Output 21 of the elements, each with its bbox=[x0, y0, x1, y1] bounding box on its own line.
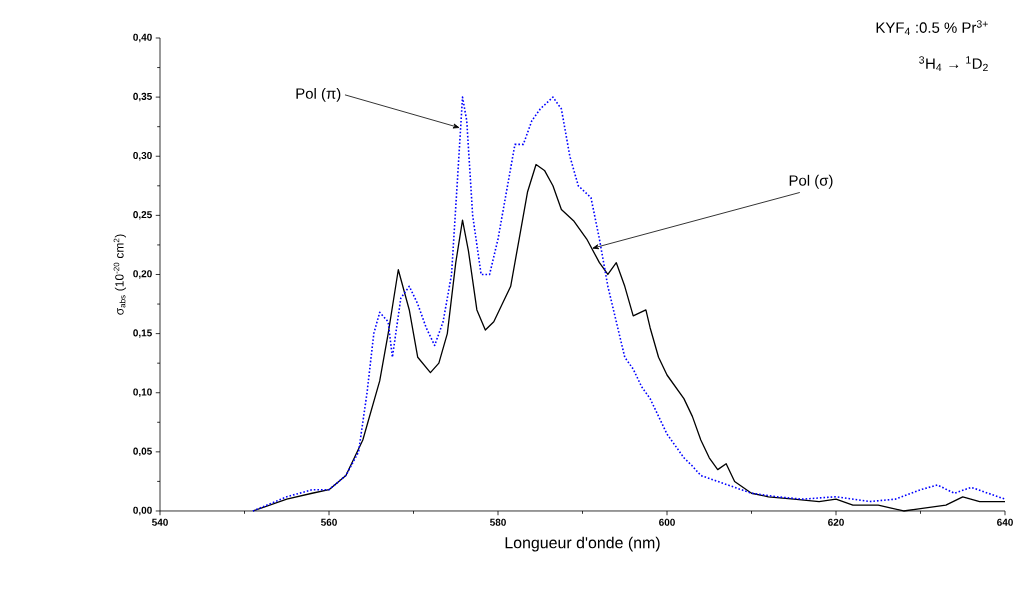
y-tick-label: 0,10 bbox=[133, 388, 152, 397]
y-tick-label: 0,35 bbox=[133, 92, 152, 102]
text: KYF$_{4}$ :0.5 % Pr$^{3+}$ bbox=[876, 20, 988, 35]
x-axis-title: Longueur d'onde (nm) bbox=[505, 536, 660, 552]
x-tick-label: 580 bbox=[490, 518, 506, 526]
y-tick-label: 0,40 bbox=[133, 33, 152, 43]
annotation: Pol (π) bbox=[296, 87, 341, 102]
x-tick-label: 640 bbox=[997, 518, 1013, 526]
y-tick-label: 0,15 bbox=[133, 329, 152, 338]
y-tick-label: 0,20 bbox=[133, 270, 152, 279]
annotation: Pol (σ) bbox=[789, 174, 833, 189]
y-tick-label: 0,25 bbox=[133, 211, 152, 220]
y-tick-label: 0,00 bbox=[133, 506, 152, 516]
y-axis-title: σ$_{abs}$ (10$^{-20}$ cm$^{2}$) bbox=[113, 234, 126, 315]
x-tick-label: 620 bbox=[828, 518, 844, 526]
x-tick-label: 540 bbox=[152, 518, 168, 526]
y-tick-label: 0,30 bbox=[133, 151, 152, 161]
annotation: $^{3}$H$_{4}$ → $^{1}$D$_{2}$ bbox=[919, 56, 988, 72]
x-tick-label: 560 bbox=[321, 518, 337, 526]
y-tick-label: 0,05 bbox=[133, 447, 152, 457]
x-tick-label: 600 bbox=[659, 518, 675, 526]
